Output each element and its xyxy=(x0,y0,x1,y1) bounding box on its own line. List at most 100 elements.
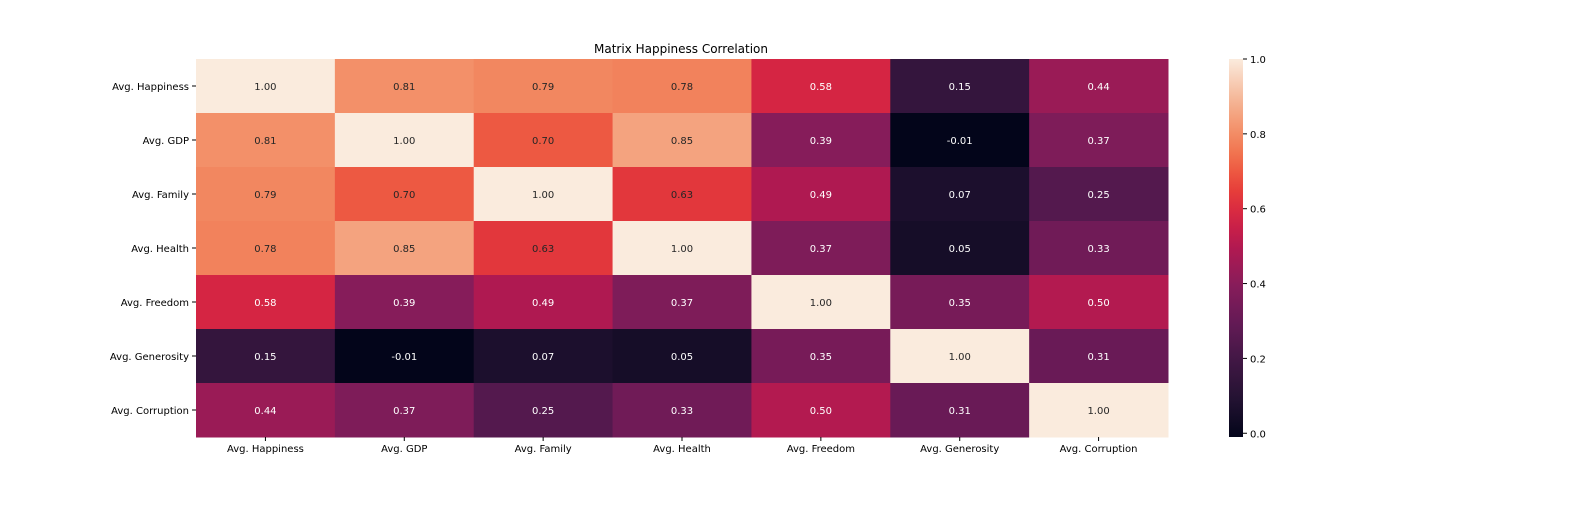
cell-value-label: 0.58 xyxy=(810,82,832,93)
cell-value-label: 0.79 xyxy=(532,82,554,93)
cell-value-label: 0.63 xyxy=(532,244,554,255)
y-tick-label: Avg. Health xyxy=(131,244,189,255)
heatmap-cell xyxy=(473,113,614,168)
heatmap-cell xyxy=(334,167,475,222)
cell-value-label: -0.01 xyxy=(947,136,973,147)
heatmap-cell xyxy=(1029,383,1169,438)
colorbar-tick-label: 0.8 xyxy=(1250,130,1266,141)
y-axis: Avg. Happiness Avg. GDP Avg. Family Avg. He… xyxy=(110,82,196,417)
cell-value-label: 0.05 xyxy=(671,352,693,363)
cell-value-label: 0.35 xyxy=(949,298,971,309)
cell-value-label: 0.44 xyxy=(1087,82,1109,93)
heatmap-cell xyxy=(751,59,891,114)
heatmap-cell xyxy=(473,167,614,222)
x-tick-label: Avg. Family xyxy=(515,444,572,455)
heatmap-cell xyxy=(473,59,614,114)
heatmap-cell xyxy=(473,329,614,384)
cell-value-label: 0.49 xyxy=(532,298,554,309)
x-tick-label: Avg. Generosity xyxy=(920,444,999,455)
cell-value-label: 0.33 xyxy=(1087,244,1109,255)
colorbar-tick-label: 0.2 xyxy=(1250,354,1266,365)
heatmap-cell xyxy=(612,383,752,438)
cell-value-label: 0.85 xyxy=(671,136,693,147)
heatmap-cell xyxy=(890,221,1030,276)
x-tick-label: Avg. Health xyxy=(653,444,711,455)
heatmap-cell xyxy=(1029,113,1169,168)
cell-value-label: 0.39 xyxy=(810,136,832,147)
heatmap-cell xyxy=(890,383,1030,438)
colorbar-tick-label: 0.4 xyxy=(1250,280,1266,291)
cell-value-label: 0.50 xyxy=(1087,298,1109,309)
y-tick-label: Avg. GDP xyxy=(143,136,189,147)
colorbar-gradient xyxy=(1229,59,1243,437)
heatmap-cell xyxy=(612,275,752,330)
heatmap-cell xyxy=(890,329,1030,384)
cell-value-label: 0.07 xyxy=(949,190,971,201)
cell-value-label: 0.31 xyxy=(949,406,971,417)
cell-value-label: 1.00 xyxy=(532,190,554,201)
x-axis: Avg. Happiness Avg. GDP Avg. Family Avg. He… xyxy=(227,437,1138,455)
cell-value-label: 0.33 xyxy=(671,406,693,417)
heatmap-cell xyxy=(890,167,1030,222)
heatmap-cell xyxy=(751,329,891,384)
cell-value-label: 0.37 xyxy=(1087,136,1109,147)
heatmap-cell xyxy=(196,167,336,222)
heatmap-cell xyxy=(1029,329,1169,384)
heatmap-cell xyxy=(473,275,614,330)
cell-value-label: 0.81 xyxy=(254,136,276,147)
heatmap-cell xyxy=(751,275,891,330)
heatmap-cell xyxy=(334,329,475,384)
cell-value-label: -0.01 xyxy=(391,352,417,363)
heatmap-cell xyxy=(751,167,891,222)
cell-value-label: 0.85 xyxy=(393,244,415,255)
cell-value-label: 1.00 xyxy=(393,136,415,147)
heatmap-cell xyxy=(334,113,475,168)
heatmap-cell xyxy=(1029,221,1169,276)
heatmap-cell xyxy=(890,113,1030,168)
heatmap-cell xyxy=(334,275,475,330)
heatmap-cell xyxy=(1029,59,1169,114)
cell-value-label: 0.70 xyxy=(532,136,554,147)
cell-value-label: 0.63 xyxy=(671,190,693,201)
cell-value-label: 0.58 xyxy=(254,298,276,309)
heatmap-cell xyxy=(334,383,475,438)
cell-value-label: 1.00 xyxy=(810,298,832,309)
heatmap-cell xyxy=(334,59,475,114)
y-tick-label: Avg. Corruption xyxy=(111,406,189,417)
y-tick-label: Avg. Generosity xyxy=(110,352,189,363)
x-tick-label: Avg. GDP xyxy=(381,444,427,455)
heatmap-cell xyxy=(612,329,752,384)
heatmap-cell xyxy=(1029,275,1169,330)
heatmap-cell xyxy=(196,221,336,276)
cell-value-label: 0.79 xyxy=(254,190,276,201)
cell-value-label: 0.78 xyxy=(671,82,693,93)
x-tick-label: Avg. Freedom xyxy=(787,444,855,455)
cell-value-label: 0.50 xyxy=(810,406,832,417)
heatmap-cell xyxy=(196,113,336,168)
heatmap-cell xyxy=(196,275,336,330)
heatmap-cell xyxy=(196,59,336,114)
colorbar-tick-label: 0.6 xyxy=(1250,205,1266,216)
cell-value-label: 0.25 xyxy=(1087,190,1109,201)
heatmap-cell xyxy=(890,59,1030,114)
cell-value-label: 0.39 xyxy=(393,298,415,309)
cell-value-label: 0.37 xyxy=(810,244,832,255)
y-tick-label: Avg. Happiness xyxy=(112,82,189,93)
cell-value-label: 0.37 xyxy=(393,406,415,417)
cell-value-label: 1.00 xyxy=(254,82,276,93)
cell-value-label: 0.78 xyxy=(254,244,276,255)
cell-value-label: 0.37 xyxy=(671,298,693,309)
heatmap-cell xyxy=(473,221,614,276)
cell-value-label: 0.70 xyxy=(393,190,415,201)
cell-value-labels: 1.00 0.81 0.79 0.78 0.58 0.15 0.44 0.81 1.00 0.70… xyxy=(254,82,1109,417)
heatmap-cell xyxy=(751,221,891,276)
heatmap-cell xyxy=(751,113,891,168)
cell-value-label: 1.00 xyxy=(1087,406,1109,417)
heatmap-cell xyxy=(334,221,475,276)
heatmap-cell xyxy=(196,329,336,384)
heatmap-cell xyxy=(1029,167,1169,222)
cell-value-label: 0.44 xyxy=(254,406,276,417)
colorbar-tick-label: 1.0 xyxy=(1250,55,1266,66)
colorbar-tick-label: 0.0 xyxy=(1250,429,1266,440)
